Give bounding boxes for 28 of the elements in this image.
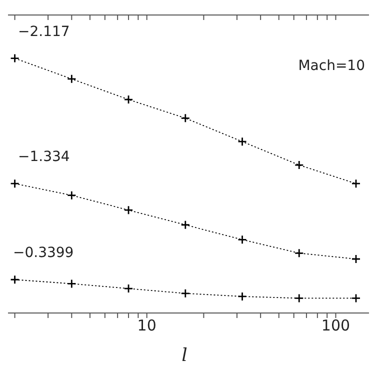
x-tick-label: 100	[321, 316, 350, 335]
point	[351, 294, 361, 303]
text: −2.117	[18, 24, 70, 40]
point	[294, 248, 304, 258]
point	[238, 234, 247, 244]
point	[294, 294, 304, 303]
point	[180, 220, 190, 230]
annotation: −1.334	[18, 149, 70, 165]
point	[66, 74, 76, 84]
point	[10, 54, 20, 63]
point	[238, 292, 247, 302]
point	[10, 178, 20, 188]
annotation: Mach=10	[298, 58, 365, 74]
point	[180, 288, 190, 298]
point	[66, 279, 76, 288]
x-tick-label: 10	[137, 316, 156, 335]
point	[294, 160, 304, 170]
point	[238, 136, 247, 146]
point	[10, 274, 20, 284]
point	[66, 190, 76, 200]
annotation: −0.3399	[13, 245, 74, 261]
point	[351, 254, 361, 264]
point	[351, 178, 361, 188]
point	[124, 94, 134, 104]
point	[180, 113, 190, 123]
point	[124, 205, 134, 215]
x-axis-title: l	[182, 345, 188, 366]
point	[124, 284, 134, 294]
